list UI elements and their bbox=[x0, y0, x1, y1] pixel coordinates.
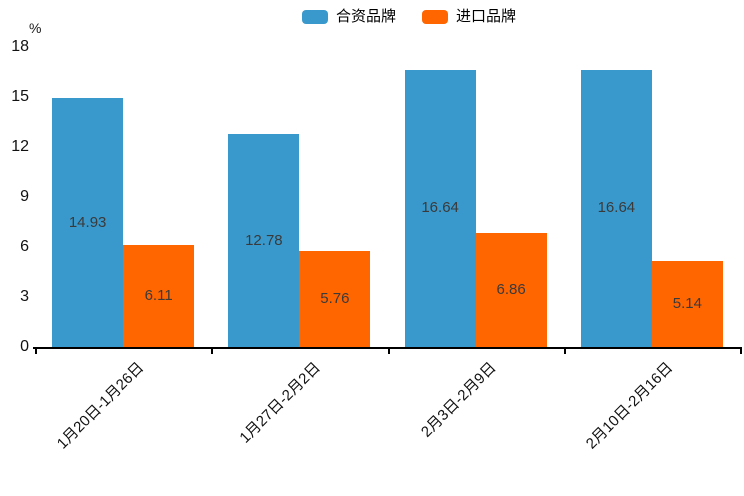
x-axis-category-label: 1月20日-1月26日 bbox=[53, 359, 148, 453]
bar-value-label: 14.93 bbox=[68, 213, 107, 231]
legend-label: 合资品牌 bbox=[336, 8, 397, 25]
bar-value-label: 5.14 bbox=[672, 295, 702, 313]
bar-series-0-item-0[interactable]: 14.93 bbox=[52, 98, 124, 347]
x-axis-category-label: 2月10日-2月16日 bbox=[582, 359, 677, 453]
y-axis-tick-label: 0 bbox=[20, 338, 29, 355]
y-axis-unit-label: % bbox=[29, 20, 42, 36]
x-axis-tick bbox=[35, 348, 37, 354]
y-axis-tick-label: 15 bbox=[11, 88, 29, 105]
x-axis-tick bbox=[387, 348, 390, 354]
x-axis-tick bbox=[211, 348, 214, 354]
bar-value-label: 16.64 bbox=[597, 199, 636, 217]
bar-value-label: 16.64 bbox=[421, 199, 459, 217]
bar-series-0-item-1[interactable]: 12.78 bbox=[228, 134, 300, 347]
bar-series-1-item-1[interactable]: 5.76 bbox=[299, 251, 371, 347]
x-axis-tick bbox=[563, 348, 566, 354]
y-axis-tick-label: 6 bbox=[20, 238, 29, 255]
legend: 合资品牌 进口品牌 bbox=[302, 8, 516, 26]
bar-series-1-item-2[interactable]: 6.86 bbox=[475, 232, 547, 347]
x-axis-category-label: 1月27日-2月2日 bbox=[236, 359, 324, 447]
bar-series-0-item-2[interactable]: 16.64 bbox=[404, 69, 476, 347]
bar-value-label: 5.76 bbox=[320, 290, 350, 307]
legend-item-series-0[interactable]: 合资品牌 bbox=[302, 8, 396, 26]
y-axis-tick-label: 12 bbox=[11, 138, 29, 155]
bar-value-label: 6.11 bbox=[144, 287, 173, 305]
x-axis-tick bbox=[740, 348, 742, 354]
bar-series-1-item-0[interactable]: 6.11 bbox=[123, 245, 195, 347]
legend-swatch-icon bbox=[422, 10, 449, 24]
legend-label: 进口品牌 bbox=[456, 8, 517, 25]
bar-value-label: 12.78 bbox=[245, 231, 283, 249]
y-axis-tick-label: 9 bbox=[20, 188, 29, 205]
legend-item-series-1[interactable]: 进口品牌 bbox=[422, 8, 516, 26]
legend-swatch-icon bbox=[302, 10, 328, 24]
y-axis-tick-label: 18 bbox=[11, 38, 29, 55]
y-axis-tick-label: 3 bbox=[20, 288, 29, 305]
bar-series-0-item-3[interactable]: 16.64 bbox=[580, 69, 652, 347]
bar-value-label: 6.86 bbox=[496, 280, 526, 298]
x-axis-category-label: 2月3日-2月9日 bbox=[418, 359, 500, 441]
bar-series-1-item-3[interactable]: 5.14 bbox=[651, 261, 723, 347]
